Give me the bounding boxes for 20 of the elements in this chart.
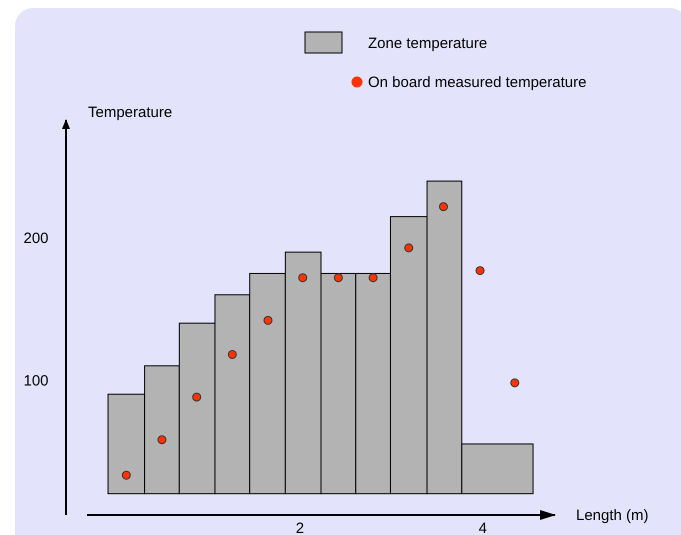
legend-label: On board measured temperature <box>368 74 586 91</box>
point <box>228 350 237 359</box>
point <box>298 273 308 282</box>
y-tick-label: 200 <box>23 230 49 248</box>
point <box>510 378 520 388</box>
y-tick-label: 100 <box>23 372 49 390</box>
y-axis-title: Temperature <box>88 104 172 121</box>
point <box>476 266 485 276</box>
point <box>334 273 343 282</box>
point <box>122 470 131 480</box>
point <box>404 243 414 252</box>
legend-label: Zone temperature <box>368 35 488 52</box>
point <box>368 273 378 282</box>
point <box>438 202 448 212</box>
point <box>157 435 166 444</box>
x-axis-title: Length (m) <box>576 507 649 524</box>
point <box>192 392 202 402</box>
x-tick-label: 4 <box>478 520 487 535</box>
point <box>263 316 272 325</box>
x-tick-label: 2 <box>296 520 304 535</box>
